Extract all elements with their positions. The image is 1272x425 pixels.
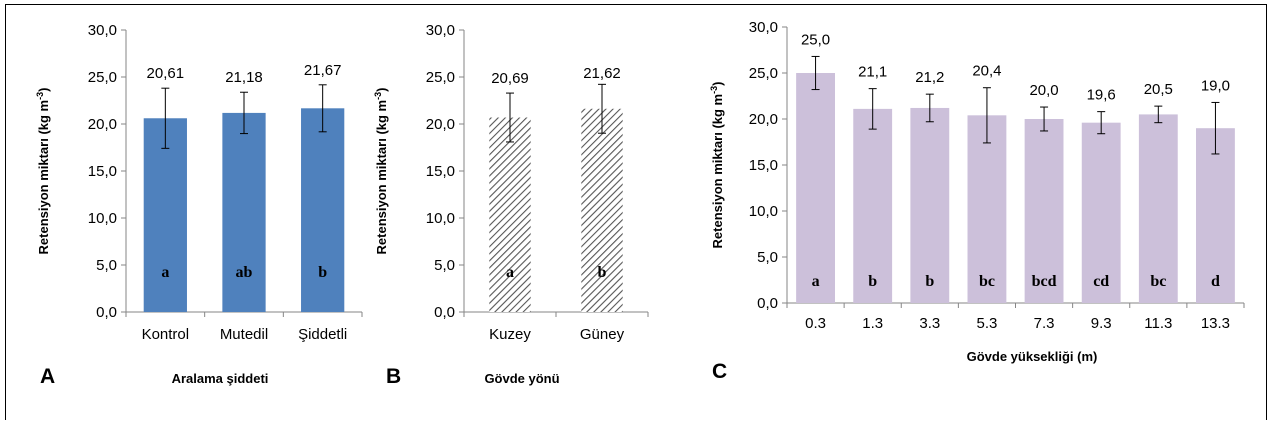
chart2-bar <box>910 107 950 304</box>
chart1-y-tick-label: 15,0 <box>426 163 455 180</box>
chart2-x-tick-label: 3.3 <box>919 315 940 332</box>
chart2-y-tick-label: 10,0 <box>749 203 778 220</box>
chart1-group-letter: b <box>598 264 607 281</box>
chart2-y-tick-label: 5,0 <box>757 249 778 266</box>
chart2-value-label: 21,2 <box>915 69 944 86</box>
chart2-panel-label: C <box>712 360 727 383</box>
chart1-bar <box>489 117 531 312</box>
chart2-x-tick-label: 7.3 <box>1034 315 1055 332</box>
chart2-value-label: 25,0 <box>801 31 830 48</box>
chart1-y-tick-label: 5,0 <box>434 257 455 274</box>
chart2-x-tick-label: 13.3 <box>1201 315 1230 332</box>
chart2-y-axis-title: Retensiyon miktarı (kg m-3) <box>709 82 725 249</box>
chart2-bar <box>1196 128 1235 303</box>
chart0-y-tick-label: 10,0 <box>88 210 117 227</box>
chart2-value-label: 21,1 <box>858 64 887 81</box>
chart0-x-tick-label: Şiddetli <box>298 326 347 343</box>
chart2-y-tick-label: 30,0 <box>749 19 778 36</box>
chart2-bar <box>796 73 835 303</box>
chart0-x-tick-label: Kontrol <box>142 326 190 343</box>
chart2-group-letter: d <box>1211 273 1220 290</box>
chart2-x-tick-label: 5.3 <box>977 315 998 332</box>
chart1-y-tick-label: 0,0 <box>434 304 455 321</box>
figure-frame <box>5 4 1267 420</box>
chart2-y-tick-label: 0,0 <box>757 295 778 312</box>
chart2-bar <box>1138 114 1178 304</box>
chart0-group-letter: a <box>161 264 169 281</box>
chart0-y-axis-title: Retensiyon miktarı (kg m-3) <box>35 88 51 255</box>
chart0-value-label: 20,61 <box>147 65 185 82</box>
chart2-y-tick-label: 15,0 <box>749 157 778 174</box>
chart1-y-tick-label: 25,0 <box>426 69 455 86</box>
chart1-x-axis-title: Gövde yönü <box>484 371 559 386</box>
chart2-value-label: 19,0 <box>1201 77 1230 94</box>
chart0-y-tick-label: 25,0 <box>88 69 117 86</box>
chart2-y-tick-label: 25,0 <box>749 65 778 82</box>
chart1-bar <box>581 108 623 312</box>
chart1-x-tick-label: Kuzey <box>489 326 531 343</box>
chart2-x-tick-label: 1.3 <box>862 315 883 332</box>
chart2-group-letter: a <box>812 273 820 290</box>
chart2-group-letter: bc <box>979 273 995 290</box>
chart2-bar <box>1024 119 1064 303</box>
chart2-y-tick-label: 20,0 <box>749 111 778 128</box>
chart0-value-label: 21,18 <box>225 69 263 86</box>
chart0-group-letter: b <box>318 264 327 281</box>
chart1-y-tick-label: 30,0 <box>426 22 455 39</box>
chart0-panel-label: A <box>40 365 55 388</box>
chart2-x-axis-title: Gövde yüksekliği (m) <box>967 349 1098 364</box>
chart0-bar <box>143 118 187 313</box>
chart0-y-tick-label: 0,0 <box>96 304 117 321</box>
chart1-panel-label: B <box>386 365 401 388</box>
chart1-y-axis-title: Retensiyon miktarı (kg m-3) <box>373 88 389 255</box>
chart2-x-tick-label: 9.3 <box>1091 315 1112 332</box>
chart1-x-tick-label: Güney <box>580 326 625 343</box>
chart0-y-tick-label: 20,0 <box>88 116 117 133</box>
chart0-x-tick-label: Mutedil <box>220 326 268 343</box>
chart1-value-label: 20,69 <box>491 70 529 87</box>
chart0-group-letter: ab <box>236 264 253 281</box>
chart1-group-letter: a <box>506 264 514 281</box>
chart1-y-tick-label: 20,0 <box>426 116 455 133</box>
chart0-y-tick-label: 15,0 <box>88 163 117 180</box>
chart2-x-tick-label: 0.3 <box>805 315 826 332</box>
chart2-value-label: 20,0 <box>1029 82 1058 99</box>
chart0-x-axis-title: Aralama şiddeti <box>172 371 269 386</box>
chart0-bar <box>301 108 345 312</box>
chart2-bar <box>853 108 893 303</box>
chart0-y-tick-label: 5,0 <box>96 257 117 274</box>
chart2-group-letter: b <box>868 273 877 290</box>
chart2-value-label: 20,4 <box>972 63 1001 80</box>
chart2-x-tick-label: 11.3 <box>1144 315 1172 332</box>
chart2-value-label: 20,5 <box>1144 81 1173 98</box>
chart2-bar <box>967 115 1007 303</box>
chart2-group-letter: bcd <box>1032 273 1057 290</box>
chart0-bar <box>222 112 266 313</box>
chart1-value-label: 21,62 <box>583 65 621 82</box>
chart2-bar <box>1081 122 1121 304</box>
chart2-group-letter: cd <box>1093 273 1109 290</box>
chart2-value-label: 19,6 <box>1087 87 1116 104</box>
chart2-group-letter: bc <box>1150 273 1166 290</box>
chart0-value-label: 21,67 <box>304 62 342 79</box>
chart1-y-tick-label: 10,0 <box>426 210 455 227</box>
chart0-y-tick-label: 30,0 <box>88 22 117 39</box>
chart2-group-letter: b <box>925 273 934 290</box>
